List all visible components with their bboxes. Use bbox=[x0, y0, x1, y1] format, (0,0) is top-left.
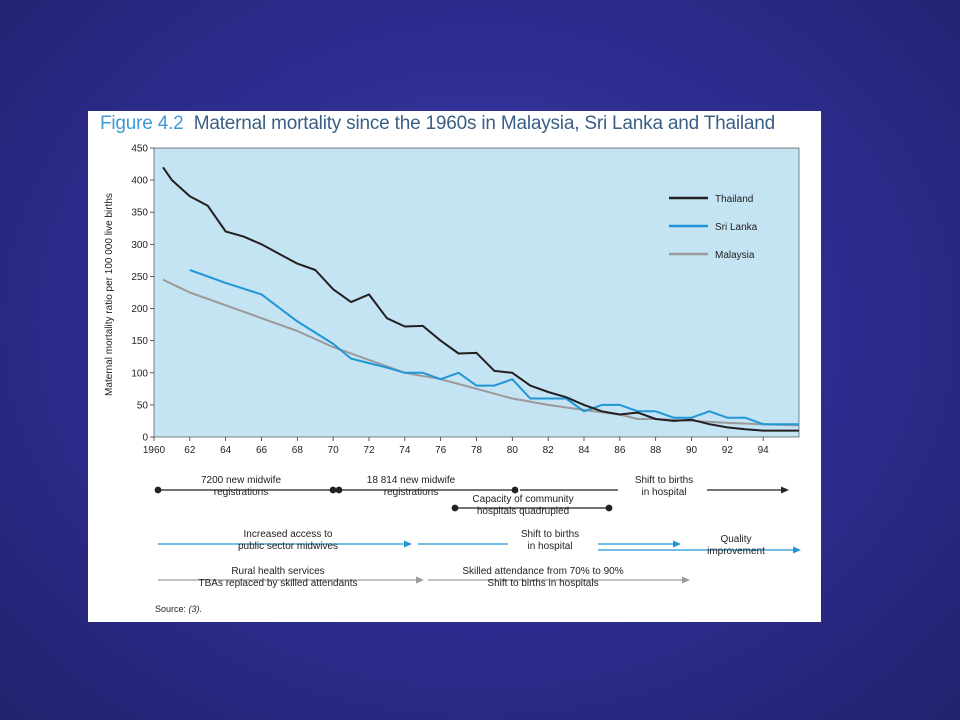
timeline-label-malaysia-2: Skilled attendance from 70% to 90% Shift … bbox=[462, 566, 624, 589]
series-line-sri-lanka bbox=[189, 269, 799, 426]
timeline-dot-thailand-4a bbox=[451, 504, 459, 512]
figure-title-text: Maternal mortality since the 1960s in Ma… bbox=[193, 113, 776, 134]
timeline-label-srilanka-3: Quality improvement bbox=[707, 534, 765, 557]
x-tick-label-1970: 70 bbox=[328, 445, 340, 456]
x-tick-label-1976: 76 bbox=[435, 445, 447, 456]
x-tick-label-1964: 64 bbox=[220, 445, 232, 456]
timeline-arrow-thailand-3 bbox=[781, 486, 789, 494]
y-tick-label-300: 300 bbox=[131, 240, 148, 251]
timeline-arrow-srilanka-3b bbox=[793, 546, 801, 554]
y-axis-label: Maternal mortality ratio per 100 000 liv… bbox=[104, 193, 115, 396]
timeline-label-srilanka-2: Shift to births in hospital bbox=[520, 529, 580, 552]
x-tick-label-1990: 90 bbox=[686, 445, 698, 456]
series-line-thailand bbox=[162, 166, 799, 432]
timeline-dot-thailand-1b bbox=[329, 486, 337, 494]
x-tick-label-1972: 72 bbox=[363, 445, 375, 456]
timeline-label-malaysia-1: Rural health services TBAs replaced by sk… bbox=[198, 566, 358, 589]
plot-area bbox=[153, 147, 800, 438]
timeline-arrow-malaysia-2 bbox=[682, 576, 690, 584]
y-tick-label-350: 350 bbox=[131, 208, 148, 219]
timeline-label-thailand-4: Capacity of community hospitals quadruple… bbox=[472, 494, 574, 517]
x-tick-label-1978: 78 bbox=[471, 445, 483, 456]
timeline-arrow-srilanka-1 bbox=[404, 540, 412, 548]
source-reference: (3). bbox=[188, 604, 203, 614]
figure-panel: Figure 4.2 Maternal mortality since the … bbox=[88, 111, 821, 622]
figure-number: Figure 4.2 bbox=[100, 113, 184, 134]
y-tick-label-250: 250 bbox=[131, 272, 148, 283]
source-label: Source: bbox=[155, 604, 187, 614]
source-note: Source: (3). bbox=[155, 604, 202, 614]
timeline-dot-thailand-4b bbox=[605, 504, 613, 512]
legend-label-malaysia: Malaysia bbox=[715, 250, 755, 261]
x-tick-label-1984: 84 bbox=[578, 445, 590, 456]
x-tick-label-1960: 1960 bbox=[143, 445, 166, 456]
y-tick-label-400: 400 bbox=[131, 176, 148, 187]
y-tick-label-450: 450 bbox=[131, 144, 148, 155]
x-tick-label-1986: 86 bbox=[614, 445, 626, 456]
x-tick-label-1974: 74 bbox=[399, 445, 411, 456]
timeline-label-thailand-2: 18 814 new midwife registrations bbox=[366, 475, 456, 498]
legend-label-thailand: Thailand bbox=[715, 194, 753, 205]
x-tick-label-1994: 94 bbox=[758, 445, 770, 456]
figure-title: Figure 4.2 Maternal mortality since the … bbox=[100, 113, 775, 135]
x-tick-label-1966: 66 bbox=[256, 445, 268, 456]
legend-label-sri-lanka: Sri Lanka bbox=[715, 222, 758, 233]
timeline-label-thailand-3: Shift to births in hospital bbox=[634, 475, 694, 498]
y-tick-label-0: 0 bbox=[142, 433, 148, 444]
timeline-label-thailand-1: 7200 new midwife registrations bbox=[200, 475, 282, 498]
x-tick-label-1982: 82 bbox=[543, 445, 555, 456]
x-tick-label-1968: 68 bbox=[292, 445, 304, 456]
maternal-mortality-chart: 0 50 100 150 200 250 300 350 400 450 1960 62 64 66 68 7… bbox=[104, 144, 801, 584]
x-tick-label-1962: 62 bbox=[184, 445, 196, 456]
x-tick-label-1980: 80 bbox=[507, 445, 519, 456]
timeline-arrow-srilanka-3a bbox=[673, 540, 681, 548]
timeline-arrow-malaysia-1 bbox=[416, 576, 424, 584]
timeline-dot-thailand-2a bbox=[335, 486, 343, 494]
y-tick-label-50: 50 bbox=[137, 400, 149, 411]
timeline-label-srilanka-1: Increased access to public sector midwive… bbox=[237, 529, 339, 552]
x-tick-label-1992: 92 bbox=[722, 445, 734, 456]
timeline-dot-thailand-2b bbox=[511, 486, 519, 494]
y-tick-label-150: 150 bbox=[131, 336, 148, 347]
y-tick-label-100: 100 bbox=[131, 368, 148, 379]
x-tick-label-1988: 88 bbox=[650, 445, 662, 456]
y-tick-label-200: 200 bbox=[131, 304, 148, 315]
timeline-dot-thailand-1a bbox=[154, 486, 162, 494]
